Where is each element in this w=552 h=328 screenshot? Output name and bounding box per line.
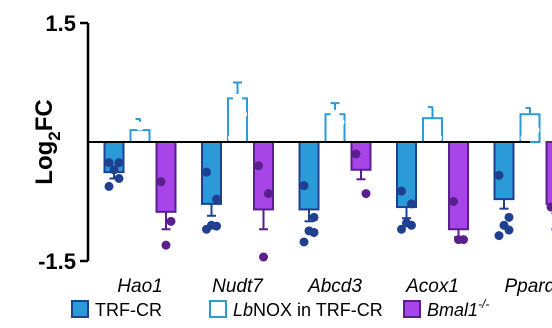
data-point: [530, 125, 540, 135]
y-tick-label: 1.5: [45, 11, 76, 36]
data-point: [422, 157, 432, 167]
data-point: [258, 252, 268, 262]
x-tick-label: Hao1: [117, 276, 162, 297]
data-point: [406, 220, 416, 230]
legend-item: TRF-CR: [71, 300, 162, 320]
x-tick-label: Pparα: [505, 276, 552, 297]
data-point: [361, 189, 371, 199]
bar: [298, 141, 320, 211]
data-point: [335, 117, 345, 127]
x-tick-label: Nudt7: [212, 276, 264, 297]
bar: [545, 141, 552, 205]
legend-item: LbNOX in TRF-CR: [209, 300, 383, 320]
data-point: [130, 105, 140, 115]
data-point: [201, 224, 211, 234]
legend-label: Bmal1-/-: [427, 297, 489, 320]
data-point: [166, 216, 176, 226]
legend-label-text: NOX in TRF-CR: [253, 300, 383, 320]
bar: [129, 129, 151, 144]
plot-area: [103, 38, 552, 262]
legend-label-italic: Lb: [233, 300, 253, 320]
data-point: [504, 225, 514, 235]
data-point: [432, 133, 442, 143]
data-point: [520, 133, 530, 143]
data-point: [335, 141, 345, 151]
data-point: [396, 186, 406, 196]
group-acox1: [396, 78, 469, 245]
data-point: [309, 227, 319, 237]
bar: [155, 141, 177, 213]
data-point: [114, 158, 124, 168]
data-point: [494, 170, 504, 180]
data-point: [525, 117, 535, 127]
data-point: [140, 113, 150, 123]
y-axis-label: Log2FC: [31, 99, 64, 184]
data-point: [237, 109, 247, 119]
data-point: [135, 121, 145, 131]
data-point: [227, 38, 237, 48]
data-point: [161, 240, 171, 250]
bar: [253, 141, 274, 211]
data-point: [453, 235, 463, 245]
data-point: [396, 224, 406, 234]
data-point: [325, 70, 335, 80]
data-point: [309, 212, 319, 222]
data-point: [232, 93, 242, 103]
data-point: [201, 167, 211, 177]
data-point: [546, 202, 552, 212]
data-point: [530, 101, 540, 111]
x-tick-label: Acox1: [405, 276, 459, 297]
data-point: [504, 212, 514, 222]
data-point: [325, 157, 335, 167]
data-point: [448, 196, 458, 206]
legend-label: LbNOX in TRF-CR: [233, 300, 383, 320]
legend-label-text: TRF-CR: [95, 300, 162, 320]
legend-item: Bmal1-/-: [403, 297, 489, 320]
data-point: [406, 199, 416, 209]
data-point: [351, 149, 361, 159]
bar: [493, 141, 515, 201]
data-point: [104, 158, 114, 168]
data-point: [104, 181, 114, 191]
data-point: [263, 189, 273, 199]
data-point: [211, 194, 221, 204]
legend: TRF-CR LbNOX in TRF-CR Bmal1-/-: [71, 297, 489, 320]
legend-label-italic: Bmal1: [427, 300, 478, 320]
legend-swatch: [209, 300, 227, 318]
data-point: [330, 109, 340, 119]
data-point: [156, 177, 166, 187]
data-point: [422, 78, 432, 88]
data-point: [211, 221, 221, 231]
y-tick-label: -1.5: [38, 249, 76, 274]
x-tick-label: Abcd3: [307, 276, 362, 297]
group-nudt7: [201, 38, 274, 262]
group-abcd3: [298, 70, 372, 247]
data-point: [520, 93, 530, 103]
data-point: [432, 101, 442, 111]
legend-swatch: [403, 300, 421, 318]
legend-label: TRF-CR: [95, 300, 162, 320]
data-point: [140, 173, 150, 183]
data-point: [227, 133, 237, 143]
data-point: [299, 237, 309, 247]
group-ppara: [493, 93, 552, 241]
data-point: [237, 38, 247, 48]
data-point: [109, 165, 119, 175]
data-point: [299, 181, 309, 191]
axes: 1.5 -1.5 Hao1 Nudt7 Abcd3 Acox1 Pparα: [38, 11, 552, 297]
legend-swatch: [71, 300, 89, 318]
data-point: [114, 173, 124, 183]
data-point: [494, 231, 504, 241]
legend-label-superscript: -/-: [478, 297, 489, 311]
bar: [448, 141, 469, 231]
data-point: [253, 161, 263, 171]
group-hao1: [103, 105, 177, 250]
bar: [396, 141, 417, 209]
data-point: [427, 125, 437, 135]
